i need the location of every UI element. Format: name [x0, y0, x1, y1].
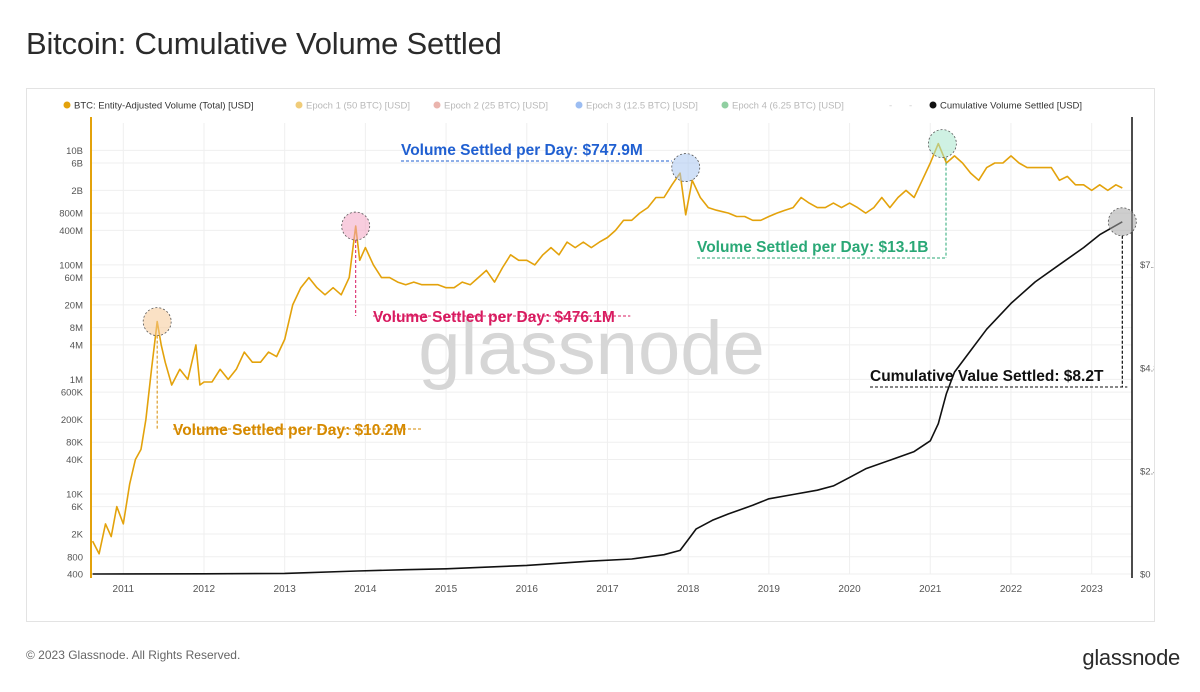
x-tick-label: 2019 [758, 584, 781, 595]
x-tick-label: 2016 [516, 584, 539, 595]
legend-separator: - [909, 101, 912, 112]
legend-separator: - [889, 101, 892, 112]
y-left-tick-label: 6B [71, 159, 83, 170]
y-left-tick-label: 20M [65, 300, 84, 311]
annotation-marker [927, 129, 957, 159]
annotation-label: Volume Settled per Day: $13.1B [697, 239, 928, 256]
y-left-tick-label: 80K [66, 438, 84, 449]
chart-container: glassnode 400 800 2K 6K 10K 40K 80K 200K 600K 1M 4M… [26, 88, 1155, 622]
x-tick-label: 2013 [274, 584, 297, 595]
x-tick-label: 2018 [677, 584, 700, 595]
y-left-tick-label: 2B [71, 186, 83, 197]
annotation-marker [671, 153, 701, 182]
y-left-tick-label: 200K [61, 415, 84, 426]
legend-item[interactable]: Cumulative Volume Settled [USD] [940, 101, 1082, 112]
legend-item[interactable]: Epoch 4 (6.25 BTC) [USD] [732, 101, 844, 112]
x-tick-label: 2020 [838, 584, 861, 595]
legend-marker[interactable] [575, 101, 583, 109]
annotation-marker [1107, 207, 1137, 237]
legend-item[interactable]: Epoch 3 (12.5 BTC) [USD] [586, 101, 698, 112]
footer-copyright: © 2023 Glassnode. All Rights Reserved. [26, 648, 241, 662]
y-left-tick-label: 400M [59, 226, 83, 237]
legend-marker[interactable] [433, 101, 441, 109]
x-tick-label: 2014 [354, 584, 377, 595]
y-right-tick-label: $4.8t [1140, 363, 1154, 374]
annotation-marker [142, 307, 172, 337]
y-left-tick-label: 10K [66, 489, 84, 500]
annotation-label: Volume Settled per Day: $747.9M [401, 142, 643, 159]
annotation-marker [341, 211, 371, 241]
y-left-tick-label: 4M [70, 340, 83, 351]
legend-marker[interactable] [63, 101, 71, 109]
x-tick-label: 2015 [435, 584, 458, 595]
y-left-tick-label: 60M [65, 273, 84, 284]
series-line-cumulative [92, 221, 1123, 575]
legend-item[interactable]: BTC: Entity-Adjusted Volume (Total) [USD… [74, 101, 254, 112]
y-right-tick-label: $2.4t [1140, 466, 1154, 477]
annotation-label: Volume Settled per Day: $476.1M [373, 309, 615, 326]
y-left-tick-label: 40K [66, 455, 84, 466]
y-right-tick-label: $0 [1140, 570, 1151, 581]
y-right-tick-label: $7.2t [1140, 260, 1154, 271]
y-left-tick-label: 400 [67, 570, 83, 581]
x-tick-label: 2021 [919, 584, 942, 595]
chart-svg: glassnode 400 800 2K 6K 10K 40K 80K 200K 600K 1M 4M… [59, 101, 1154, 596]
y-left-tick-label: 2K [71, 529, 83, 540]
y-left-tick-label: 800M [59, 209, 83, 220]
x-tick-label: 2012 [193, 584, 216, 595]
legend-marker[interactable] [295, 101, 303, 109]
y-left-tick-label: 1M [70, 375, 83, 386]
legend-item[interactable]: Epoch 2 (25 BTC) [USD] [444, 101, 548, 112]
x-tick-label: 2023 [1081, 584, 1104, 595]
x-tick-label: 2022 [1000, 584, 1023, 595]
y-left-tick-label: 8M [70, 323, 83, 334]
y-left-tick-label: 600K [61, 388, 84, 399]
x-tick-label: 2017 [596, 584, 619, 595]
y-left-tick-label: 100M [59, 260, 83, 271]
y-left-tick-label: 10B [66, 146, 83, 157]
watermark: glassnode [418, 306, 765, 391]
x-tick-label: 2011 [113, 584, 135, 595]
annotation-label: Volume Settled per Day: $10.2M [173, 422, 406, 439]
legend-marker[interactable] [929, 101, 937, 109]
y-left-tick-label: 800 [67, 552, 83, 563]
legend-item[interactable]: Epoch 1 (50 BTC) [USD] [306, 101, 410, 112]
y-left-tick-label: 6K [71, 502, 83, 513]
page-title: Bitcoin: Cumulative Volume Settled [26, 26, 502, 61]
footer-logo[interactable]: glassnode [1082, 645, 1180, 670]
legend-marker[interactable] [721, 101, 729, 109]
annotation-label: Cumulative Value Settled: $8.2T [870, 368, 1104, 385]
